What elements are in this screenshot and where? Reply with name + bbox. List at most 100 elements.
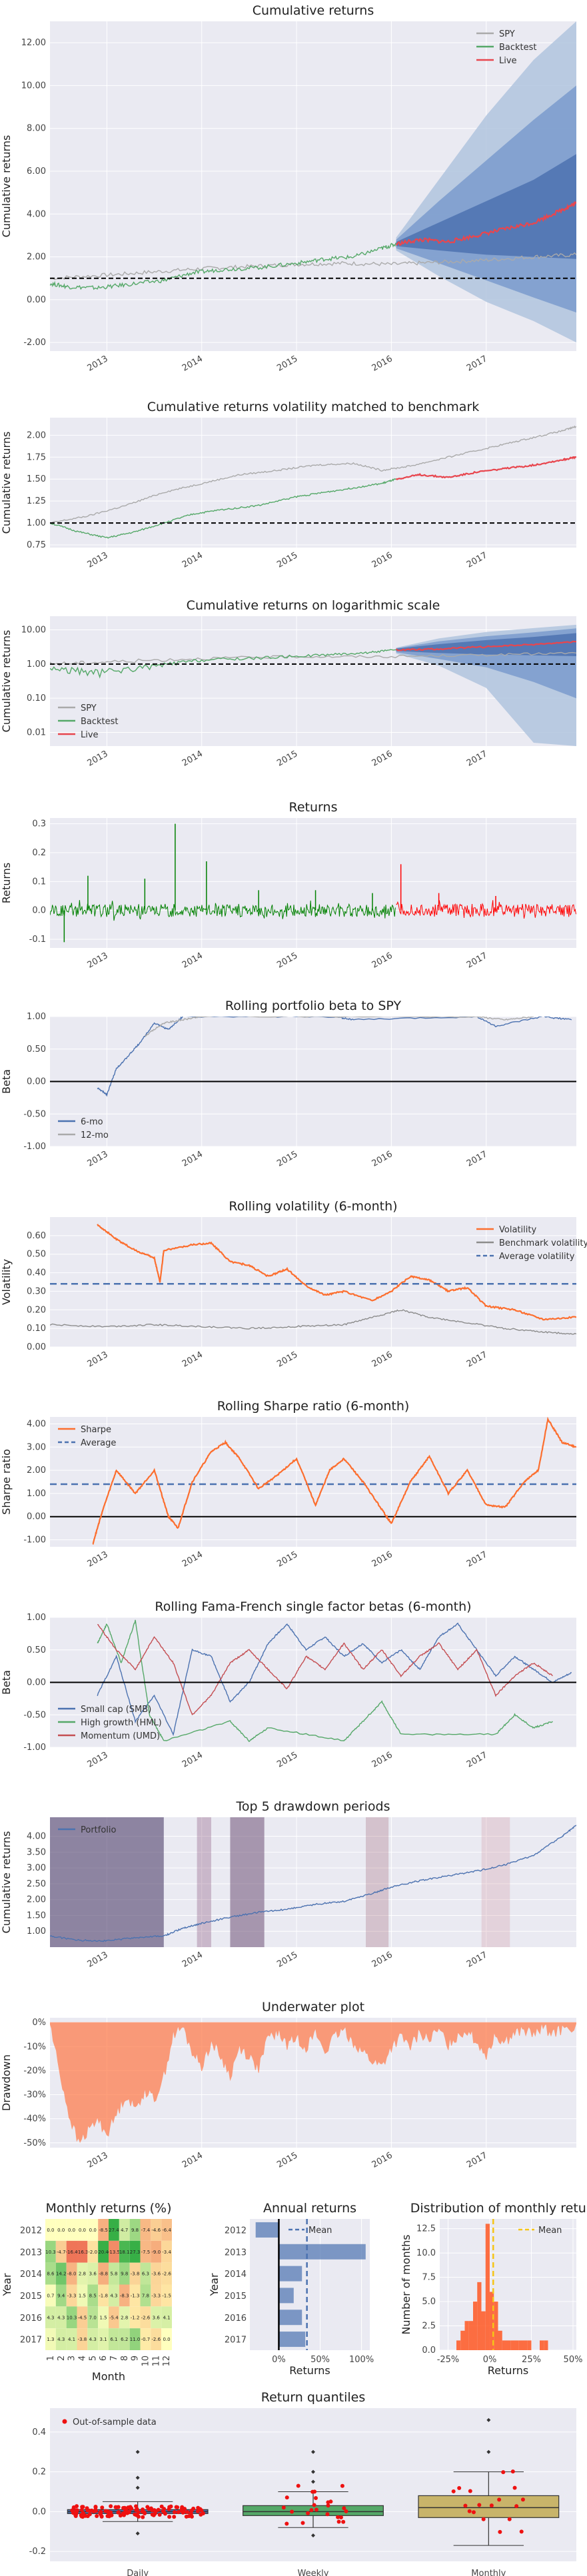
- y-tick-label: 5.0: [422, 2297, 436, 2307]
- series-line-spy: [50, 651, 576, 666]
- heatmap-cell-label: 0.0: [68, 2228, 75, 2233]
- legend-entry: SPY: [81, 703, 97, 713]
- heatmap-cell: [66, 2306, 77, 2329]
- heatmap-cell-label: 0.0: [57, 2228, 65, 2233]
- histogram-bar: [473, 2302, 478, 2350]
- heatmap-cell: [55, 2284, 67, 2307]
- oos-point: [152, 2508, 157, 2513]
- drawdown-period: [481, 1817, 510, 1947]
- heatmap-cell-label: -1.5: [162, 2293, 171, 2298]
- heatmap-cell-label: -2.0: [88, 2250, 97, 2255]
- y-tick-label: 0.0: [32, 2507, 46, 2517]
- heatmap-cell: [98, 2262, 109, 2285]
- oos-point: [99, 2514, 104, 2519]
- heatmap-cell: [151, 2219, 162, 2241]
- series-line-spy: [50, 252, 576, 280]
- x-tick-label: 2017: [465, 550, 489, 570]
- heatmap-cell-label: 0.7: [47, 2293, 54, 2298]
- oos-point: [338, 2515, 343, 2520]
- y-tick-label: 0.50: [27, 1045, 46, 1055]
- oos-point: [159, 2504, 164, 2509]
- histogram-bar: [540, 2340, 544, 2350]
- heatmap-cell: [77, 2328, 88, 2350]
- x-tick-label: 2015: [275, 1950, 299, 1970]
- chart-title: Rolling volatility (6-month): [229, 1199, 397, 1214]
- histogram-bar: [544, 2340, 548, 2350]
- annual-bar: [255, 2222, 279, 2238]
- oos-point: [189, 2514, 194, 2519]
- oos-point: [71, 2511, 76, 2515]
- heatmap-cell-label: -3.3: [67, 2293, 77, 2298]
- histogram-bar: [477, 2282, 482, 2350]
- col-label: 5: [88, 2356, 98, 2361]
- y-tick-label: -10%: [23, 2042, 46, 2052]
- y-tick-label: 8.00: [27, 124, 46, 134]
- x-tick-label: 2015: [275, 951, 299, 971]
- y-axis-label: Volatility: [0, 1259, 13, 1305]
- oos-point: [468, 2489, 472, 2493]
- x-tick-label: 2014: [181, 2150, 205, 2170]
- chart-title: Underwater plot: [262, 2000, 364, 2014]
- oos-point: [74, 2510, 79, 2515]
- x-tick-label: 2014: [181, 550, 205, 570]
- heatmap-cell: [140, 2284, 151, 2307]
- y-tick-label: 10.00: [21, 81, 46, 91]
- x-tick-label: 2017: [465, 1750, 489, 1770]
- heatmap-cell-label: 4.3: [47, 2315, 54, 2320]
- heatmap-cell: [151, 2284, 162, 2307]
- heatmap-cell: [87, 2262, 99, 2285]
- heatmap-cell: [77, 2240, 88, 2263]
- x-tick-label: 2015: [275, 2150, 299, 2170]
- col-label: 10: [141, 2356, 151, 2367]
- y-tick-label: 1.25: [27, 496, 46, 506]
- outlier-marker: [311, 2449, 315, 2454]
- heatmap-cell-label: 2.8: [121, 2315, 128, 2320]
- heatmap-cell: [161, 2219, 172, 2241]
- heatmap-cell-label: 7.8: [142, 2293, 149, 2298]
- y-axis-label: Cumulative returns: [0, 432, 13, 534]
- chart-title: Distribution of monthly returns: [410, 2201, 587, 2216]
- chart-title: Rolling portfolio beta to SPY: [225, 999, 402, 1013]
- y-tick-label: -0.1: [29, 935, 46, 945]
- x-tick-label: 2015: [275, 1549, 299, 1569]
- y-tick-label: 3.00: [27, 1863, 46, 1873]
- y-tick-label: 3.00: [27, 1442, 46, 1452]
- heatmap-cell: [98, 2328, 109, 2350]
- legend-entry: Mean: [538, 2226, 562, 2236]
- legend-entry: Average volatility: [499, 1252, 575, 1262]
- heatmap-cell-label: 1.5: [79, 2293, 86, 2298]
- oos-point: [314, 2507, 318, 2512]
- y-tick-label: 0.50: [27, 1250, 46, 1260]
- series-line-live: [395, 640, 576, 651]
- series-line-12-mo: [144, 1017, 534, 1037]
- histogram-bar: [523, 2340, 528, 2350]
- outlier-marker: [311, 2479, 315, 2484]
- heatmap-cell: [140, 2262, 151, 2285]
- heatmap-cell: [66, 2219, 77, 2241]
- x-tick-label: 2014: [181, 354, 205, 374]
- heatmap-cell-label: -1.3: [131, 2293, 140, 2298]
- y-tick-label: 0.01: [27, 728, 46, 738]
- oos-point: [184, 2514, 189, 2519]
- y-axis-label: Cumulative returns: [0, 630, 13, 733]
- histogram-bar: [518, 2340, 523, 2350]
- x-tick-label: 2014: [181, 1750, 205, 1770]
- heatmap-cell: [161, 2262, 172, 2285]
- y-tick-label: 0.40: [27, 1268, 46, 1278]
- y-tick-label: 1.50: [27, 474, 46, 484]
- heatmap-cell: [87, 2306, 99, 2329]
- heatmap-cell: [109, 2240, 119, 2263]
- x-tick-label: 2016: [370, 1350, 394, 1370]
- x-tick-label: 2016: [370, 1149, 394, 1169]
- legend-entry: Live: [81, 730, 99, 740]
- oos-point: [341, 2519, 346, 2524]
- heatmap-cell: [140, 2328, 151, 2350]
- y-axis-label: Number of months: [400, 2234, 412, 2334]
- outlier-marker: [311, 2469, 315, 2474]
- y-tick-label: 0.0: [32, 906, 46, 916]
- x-tick-label: 50%: [310, 2355, 330, 2365]
- x-tick-label: -25%: [437, 2355, 460, 2365]
- x-tick-label: 2017: [465, 1549, 489, 1569]
- oos-point: [489, 2503, 494, 2508]
- heatmap-cell: [109, 2284, 119, 2307]
